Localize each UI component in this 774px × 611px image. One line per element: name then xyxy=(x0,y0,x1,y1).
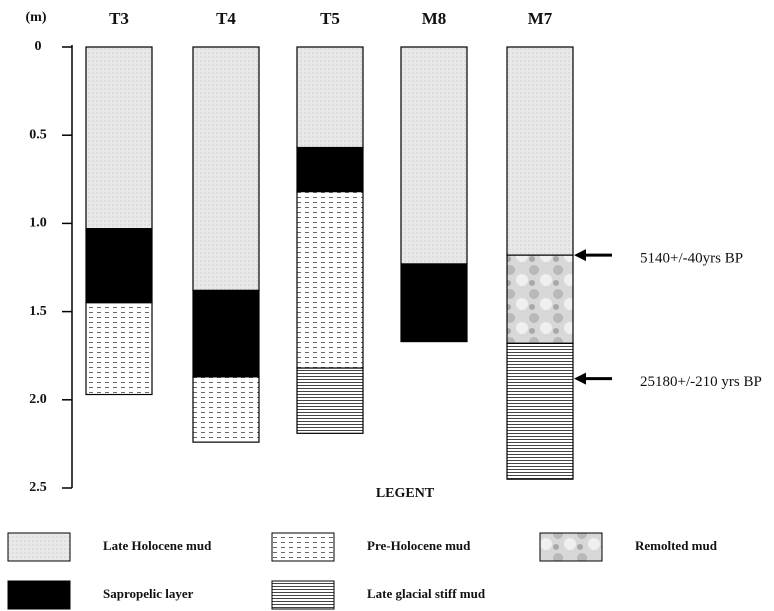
arrow-head xyxy=(574,373,586,385)
legend-label: Remolted mud xyxy=(635,538,718,553)
core-layer xyxy=(86,47,152,229)
legend-label: Sapropelic layer xyxy=(103,586,194,601)
core-layer xyxy=(193,47,259,290)
core-layer xyxy=(297,47,363,148)
x-tick-label: T4 xyxy=(216,9,236,28)
chart: (m) LEGENT 0 0.5 1.0 1.5 2.0 2.5 T3 T4 T5 M8 M7 514… xyxy=(0,0,774,611)
y-tick-label: 0 xyxy=(35,39,42,54)
x-tick-label: M8 xyxy=(422,9,447,28)
legend-swatch xyxy=(540,533,602,561)
y-tick-label: 2.0 xyxy=(29,392,47,407)
core-layer xyxy=(507,343,573,479)
core-layer xyxy=(401,47,467,264)
core-layer xyxy=(297,192,363,368)
core-layer xyxy=(193,290,259,376)
y-tick-label: 1.5 xyxy=(29,304,47,319)
legend-title: LEGENT xyxy=(376,486,435,501)
arrow-head xyxy=(574,249,586,261)
annotation: 5140+/-40yrs BP xyxy=(640,251,743,267)
y-tick-label: 2.5 xyxy=(29,480,47,495)
core-layer xyxy=(297,148,363,192)
y-tick-label: 0.5 xyxy=(29,127,47,142)
x-tick-label: T5 xyxy=(320,9,340,28)
core-layer xyxy=(507,47,573,255)
core-layer xyxy=(297,368,363,433)
core-layer xyxy=(86,303,152,395)
legend-swatch xyxy=(272,533,334,561)
core-layer xyxy=(86,229,152,303)
x-tick-label: T3 xyxy=(109,9,129,28)
legend-label: Late Holocene mud xyxy=(103,538,212,553)
x-tick-label: M7 xyxy=(528,9,553,28)
annotation: 25180+/-210 yrs BP xyxy=(640,374,762,390)
legend-swatch xyxy=(272,581,334,609)
legend-label: Pre-Holocene mud xyxy=(367,538,471,553)
core-layer xyxy=(401,264,467,342)
y-tick-label: 1.0 xyxy=(29,216,47,231)
core-layer xyxy=(193,377,259,442)
legend-swatch xyxy=(8,533,70,561)
legend-swatch xyxy=(8,581,70,609)
y-axis-label: (m) xyxy=(26,10,47,25)
core-layer xyxy=(507,255,573,343)
legend-label: Late glacial stiff mud xyxy=(367,586,486,601)
